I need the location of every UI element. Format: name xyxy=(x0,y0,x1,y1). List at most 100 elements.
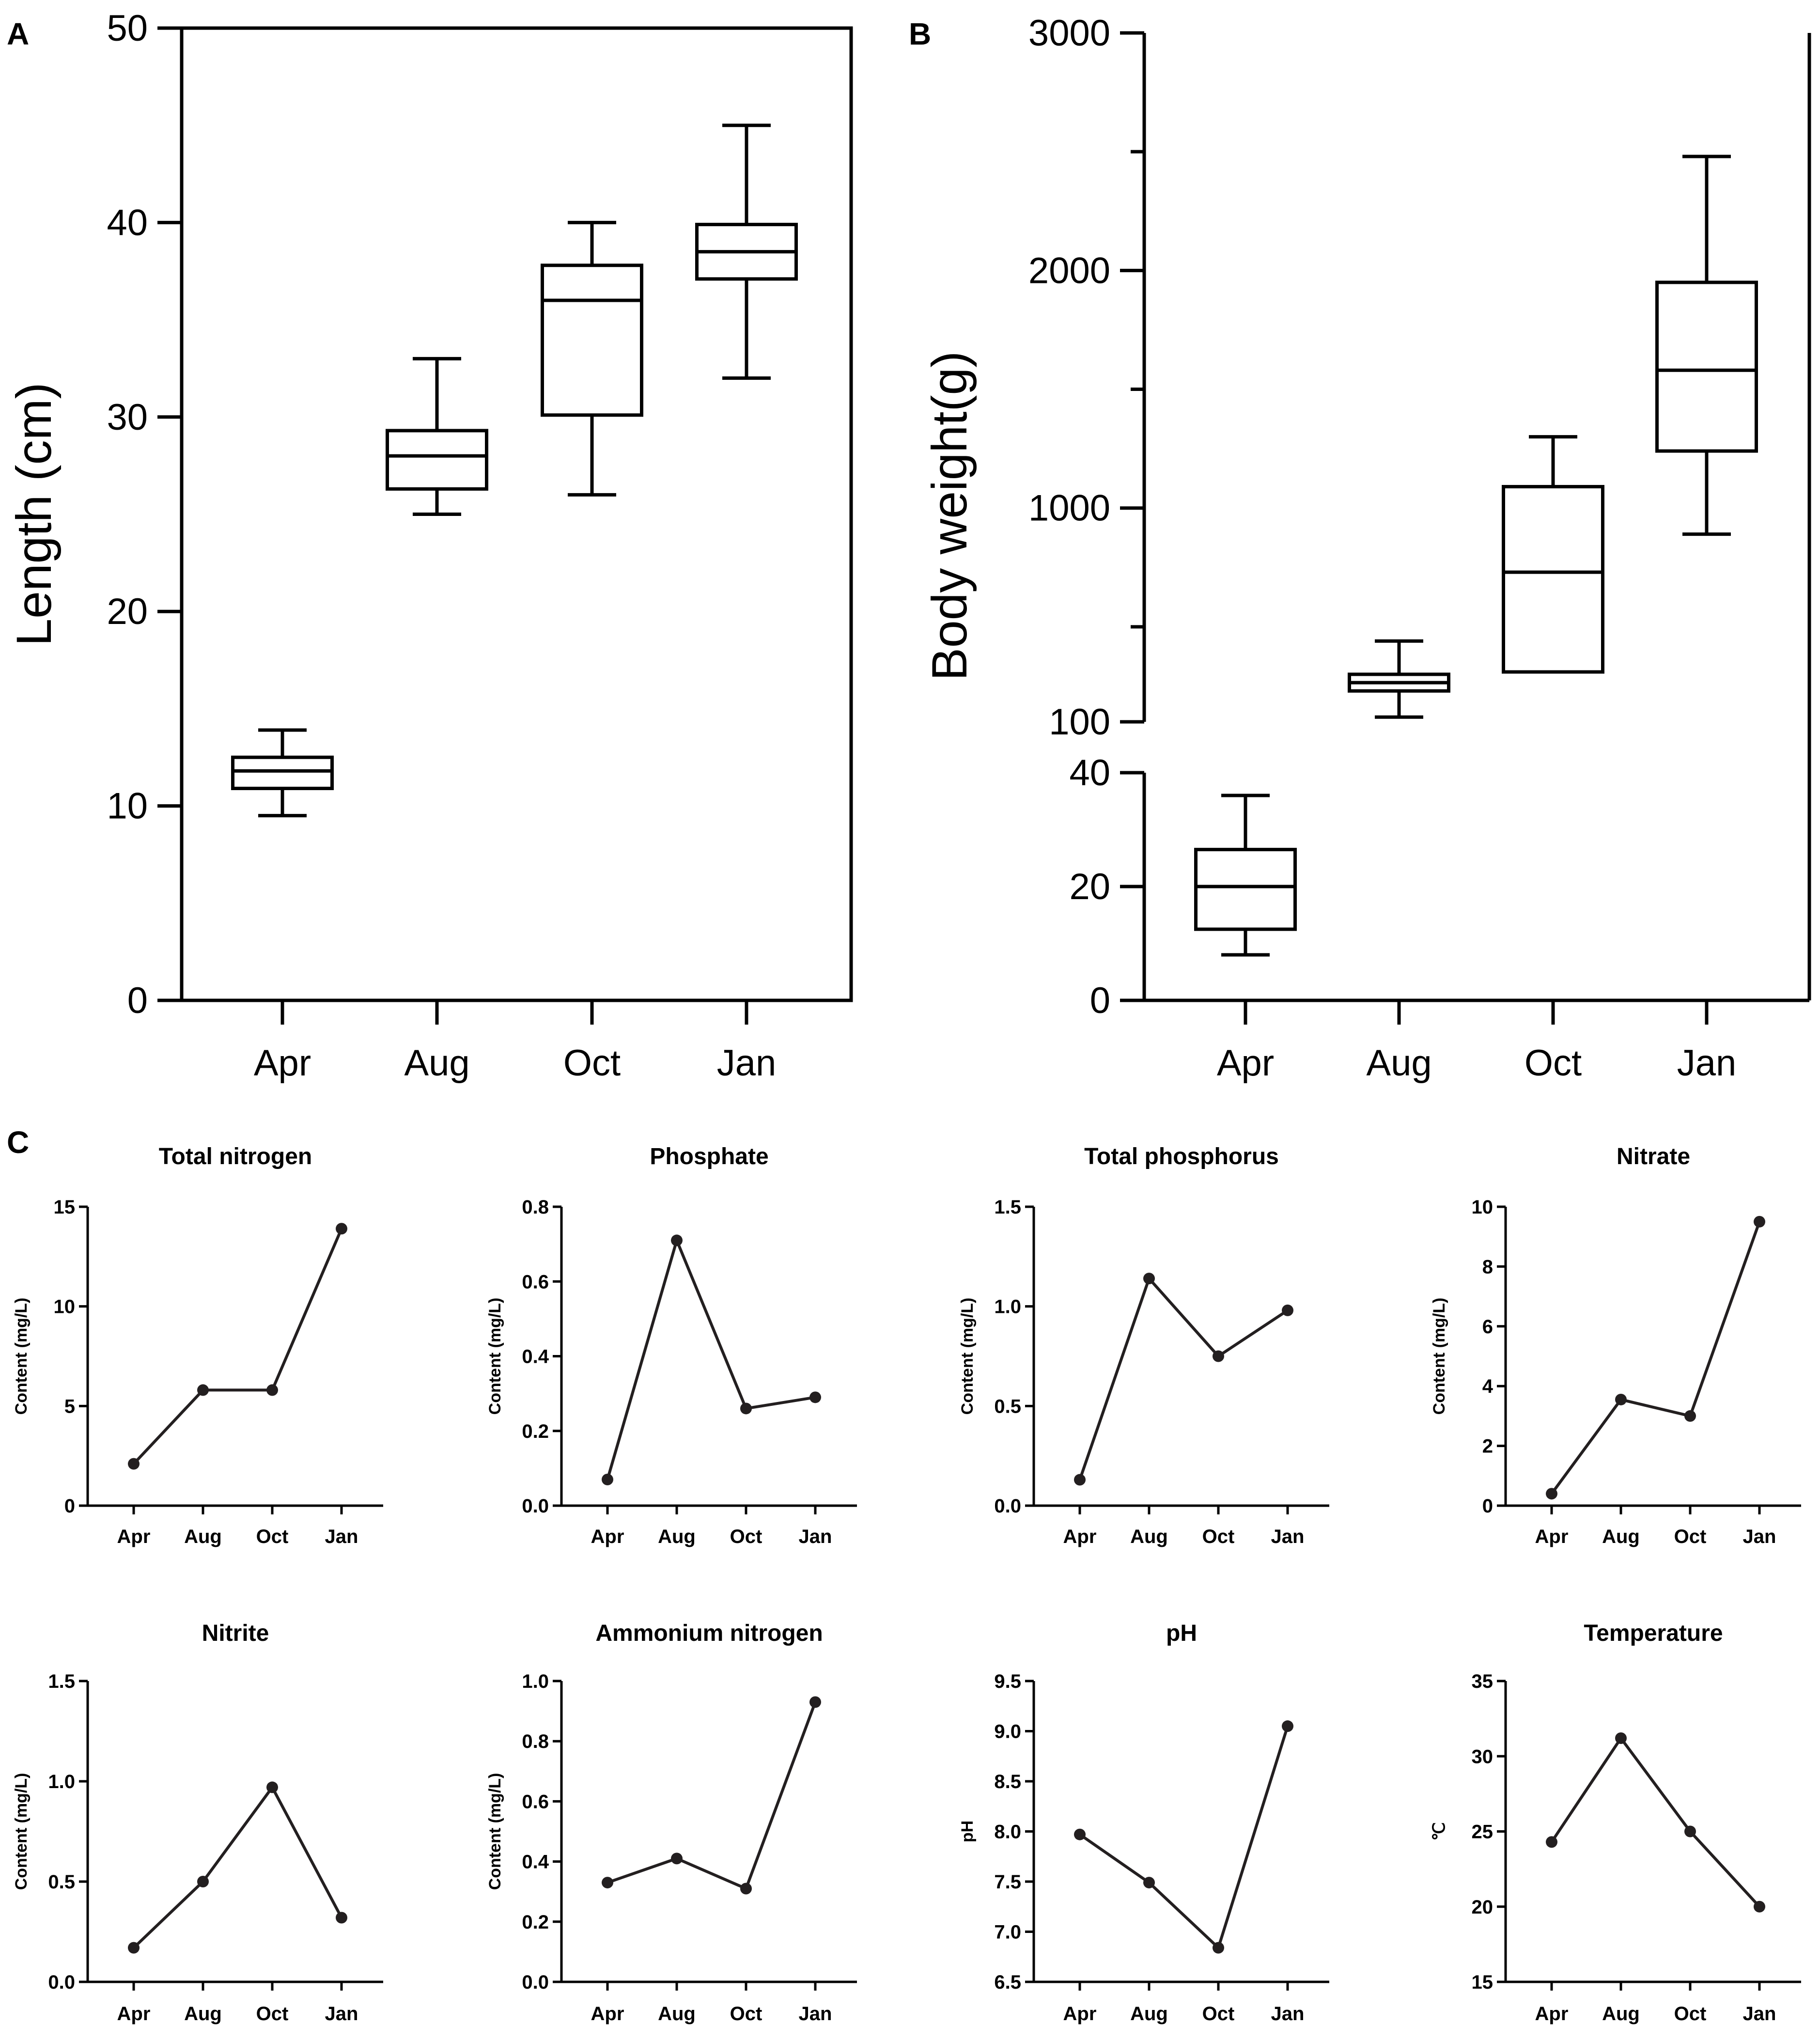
line-chart-phosphate: Phosphate 0.0 0.2 0.4 0.6 0.8 Apr Aug Oct Jan Cont… xyxy=(486,1144,857,1547)
data-point-oct xyxy=(1213,1942,1224,1954)
data-point-apr xyxy=(1546,1836,1557,1848)
y-axis-label: Content (mg/L) xyxy=(486,1773,504,1890)
box-oct-iqr-box xyxy=(1502,485,1604,674)
y-tick-label-0.5: 0.5 xyxy=(48,1871,75,1893)
x-tick-label-apr: Apr xyxy=(591,2003,624,2024)
y-tick-label-1000: 1000 xyxy=(1028,488,1110,529)
y-tick-label-0.0: 0.0 xyxy=(522,1495,549,1517)
y-tick-label-25: 25 xyxy=(1472,1822,1493,1843)
chart-title: Temperature xyxy=(1584,1620,1723,1646)
x-tick-label-aug: Aug xyxy=(184,2003,222,2024)
series-line xyxy=(1550,1736,1761,1908)
x-tick-label-apr: Apr xyxy=(254,1043,311,1084)
data-point-oct xyxy=(266,1781,278,1793)
x-tick-label-apr: Apr xyxy=(117,1526,151,1547)
x-tick-label-aug: Aug xyxy=(1602,2003,1640,2024)
y-axis-label: Content (mg/L) xyxy=(12,1773,31,1890)
y-tick-label-9.5: 9.5 xyxy=(994,1671,1021,1692)
y-tick-label-7.5: 7.5 xyxy=(994,1871,1021,1893)
y-axis-label: Content (mg/L) xyxy=(486,1298,504,1415)
x-tick-label-oct: Oct xyxy=(1674,2003,1707,2024)
box-oct-iqr-box xyxy=(541,264,643,417)
x-tick-label-oct: Oct xyxy=(730,1526,762,1547)
series-line xyxy=(132,1228,343,1465)
y-tick-label-7.0: 7.0 xyxy=(994,1922,1021,1943)
x-tick-label-oct: Oct xyxy=(1524,1043,1582,1084)
data-point-jan xyxy=(809,1696,821,1708)
panel-label-a: A xyxy=(7,16,29,51)
y-tick-label-1.0: 1.0 xyxy=(48,1771,75,1792)
chart-title: Ammonium nitrogen xyxy=(595,1620,823,1646)
y-tick-label-20: 20 xyxy=(1069,866,1110,907)
data-point-jan xyxy=(336,1912,347,1924)
x-tick-label-oct: Oct xyxy=(256,2003,289,2024)
length-boxplot: 0 10 20 30 40 50 Apr Aug Oct Jan Length (cm) xyxy=(6,8,853,1084)
x-tick-label-aug: Aug xyxy=(184,1526,222,1547)
y-tick-label-40: 40 xyxy=(107,202,148,243)
line-chart-ph: pH 6.5 7.0 7.5 8.0 8.5 9.0 9.5 Apr Aug Oct Jan pH xyxy=(958,1620,1329,2024)
chart-title: Phosphate xyxy=(650,1144,768,1169)
box-apr-iqr-box xyxy=(1194,848,1297,931)
x-tick-label-aug: Aug xyxy=(1130,1526,1168,1547)
y-tick-label-10: 10 xyxy=(107,786,148,827)
y-tick-label-35: 35 xyxy=(1472,1671,1493,1692)
panel-label-c: C xyxy=(7,1125,29,1160)
line-chart-total-phosphorus: Total phosphorus 0.0 0.5 1.0 1.5 Apr Aug Oct Jan… xyxy=(958,1144,1329,1547)
y-tick-label-1.0: 1.0 xyxy=(522,1671,549,1692)
box-apr-iqr-box xyxy=(231,755,334,790)
y-axis-label: Content (mg/L) xyxy=(12,1298,31,1415)
y-tick-label-10: 10 xyxy=(1472,1197,1493,1218)
y-axis-label: Length (cm) xyxy=(6,382,62,646)
data-point-oct xyxy=(1213,1350,1224,1362)
x-tick-label-apr: Apr xyxy=(591,1526,624,1547)
data-point-apr xyxy=(602,1474,613,1486)
y-tick-label-0.8: 0.8 xyxy=(522,1197,549,1218)
x-tick-label-jan: Jan xyxy=(717,1043,777,1084)
y-tick-label-6: 6 xyxy=(1482,1316,1493,1338)
y-tick-label-10: 10 xyxy=(54,1296,76,1318)
x-tick-label-jan: Jan xyxy=(1743,2003,1776,2024)
x-tick-label-apr: Apr xyxy=(117,2003,151,2024)
panel-label-b: B xyxy=(909,16,931,51)
x-tick-label-jan: Jan xyxy=(799,2003,832,2024)
series-line xyxy=(1078,1277,1289,1480)
x-tick-label-jan: Jan xyxy=(1271,2003,1305,2024)
x-tick-label-apr: Apr xyxy=(1217,1043,1274,1084)
y-tick-label-20: 20 xyxy=(107,591,148,632)
x-tick-label-jan: Jan xyxy=(1271,1526,1305,1547)
data-point-oct xyxy=(266,1384,278,1396)
y-tick-label-0: 0 xyxy=(127,980,148,1021)
y-tick-label-0.4: 0.4 xyxy=(522,1852,549,1873)
line-chart-ammonium-nitrogen: Ammonium nitrogen 0.0 0.2 0.4 0.6 0.8 1.0 Apr Au… xyxy=(486,1620,857,2024)
y-tick-label-1.5: 1.5 xyxy=(48,1671,75,1692)
data-point-jan xyxy=(1282,1304,1293,1316)
x-tick-label-jan: Jan xyxy=(1743,1526,1776,1547)
series-line xyxy=(606,1239,816,1480)
data-point-aug xyxy=(1615,1393,1627,1405)
y-tick-label-0: 0 xyxy=(64,1495,75,1517)
x-tick-label-jan: Jan xyxy=(325,2003,358,2024)
y-tick-label-0.0: 0.0 xyxy=(522,1972,549,1993)
y-tick-label-0.2: 0.2 xyxy=(522,1912,549,1933)
x-tick-label-apr: Apr xyxy=(1063,1526,1097,1547)
chart-title: Total nitrogen xyxy=(159,1144,312,1169)
y-axis-label: Content (mg/L) xyxy=(958,1298,977,1415)
line-chart-nitrite: Nitrite 0.0 0.5 1.0 1.5 Apr Aug Oct Jan Content (… xyxy=(12,1620,383,2024)
box-jan-iqr-box xyxy=(1655,280,1758,453)
y-tick-label-0.0: 0.0 xyxy=(48,1972,75,1993)
chart-title: pH xyxy=(1166,1620,1197,1646)
body-weight-boxplot: 0 20 40 100 1000 2000 3000 Apr Aug Oct Jan Body wei… xyxy=(922,13,1811,1084)
data-point-apr xyxy=(602,1877,613,1889)
line-chart-nitrate: Nitrate 0 2 4 6 8 10 Apr Aug Oct Jan Content (mg/L) xyxy=(1430,1144,1801,1547)
data-point-aug xyxy=(1143,1877,1155,1889)
x-tick-label-apr: Apr xyxy=(1063,2003,1097,2024)
y-tick-label-0.2: 0.2 xyxy=(522,1421,549,1442)
y-tick-label-0: 0 xyxy=(1482,1495,1493,1517)
data-point-jan xyxy=(1754,1215,1765,1228)
data-point-aug xyxy=(671,1853,683,1865)
y-tick-label-2000: 2000 xyxy=(1028,250,1110,291)
x-tick-label-aug: Aug xyxy=(658,1526,696,1547)
x-tick-label-apr: Apr xyxy=(1535,2003,1569,2024)
chart-title: Nitrite xyxy=(202,1620,269,1646)
